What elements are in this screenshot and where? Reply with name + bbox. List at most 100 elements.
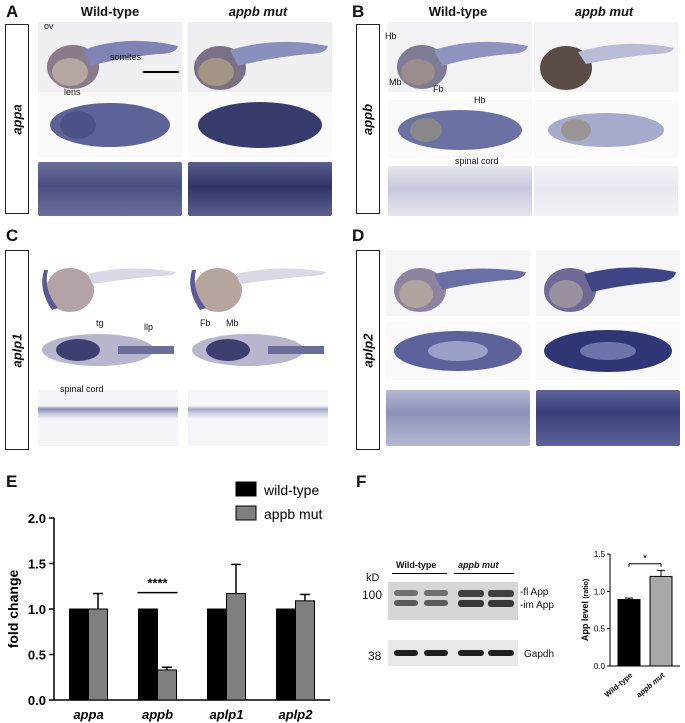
- annotation-lens: lens: [64, 87, 81, 97]
- panel-a-gene-label: appa: [9, 103, 25, 135]
- annotation-tg: tg: [96, 318, 104, 328]
- panel-c-wt-trunk-image: [38, 390, 178, 446]
- panel-b-wt-dorsal-image: [388, 100, 532, 158]
- f-y-axis-label-sub: (ratio): [583, 579, 590, 599]
- panel-d-wt-trunk-image: [386, 390, 530, 446]
- e-legend-label: appb mut: [264, 506, 322, 522]
- annotation-mb-c: Mb: [226, 318, 239, 328]
- panel-d-gene-label: aplp2: [360, 333, 376, 367]
- panel-f-label: F: [356, 472, 367, 491]
- annotation-llp: llp: [144, 322, 154, 332]
- panel-a-gene-box: appa: [5, 24, 29, 214]
- e-x-tick-label: appa: [73, 707, 103, 722]
- e-legend-label: wild-type: [263, 482, 319, 498]
- panel-a-wt-trunk-image: [38, 162, 182, 216]
- e-x-tick-label: aplp1: [210, 707, 244, 722]
- panel-c-gene-box: aplp1: [5, 250, 29, 450]
- f-x-tick-label: Wild-type: [603, 671, 635, 700]
- panel-b-mut-trunk-image: [534, 166, 678, 216]
- panel-b-header-mutant: appb mut: [574, 4, 634, 19]
- e-bar: [226, 593, 246, 701]
- panel-b-gene-box: appb: [356, 24, 380, 214]
- f-bar: [617, 599, 641, 667]
- panel-d-wt-lateral-image: [386, 250, 530, 316]
- e-y-axis-label: fold change: [5, 570, 21, 649]
- f-y-tick-label: 0.0: [594, 662, 606, 671]
- panel-a-wt-lateral-image: [38, 22, 182, 92]
- panel-c-label: C: [6, 226, 19, 245]
- panel-c-mut-trunk-image: [188, 390, 328, 446]
- panel-d-label: D: [352, 226, 365, 245]
- f-bar: [649, 575, 673, 667]
- blot-gapdh-membrane: [388, 640, 518, 666]
- panel-c-wt-dorsal-image: [38, 322, 178, 376]
- e-bar: [295, 600, 315, 701]
- f-significance-label: *: [643, 554, 647, 565]
- e-y-tick-label: 1.0: [28, 602, 46, 617]
- panel-b-gene-label: appb: [360, 103, 376, 135]
- e-bar: [88, 608, 108, 701]
- panel-a-label: A: [6, 2, 19, 21]
- panel-b-mut-lateral-image: [534, 22, 678, 92]
- e-bar: [276, 608, 296, 701]
- panel-b-wt-trunk-image: [388, 166, 532, 216]
- annotation-mb: Mb: [389, 77, 402, 87]
- e-bar: [207, 608, 227, 701]
- e-y-tick-label: 1.5: [28, 557, 46, 572]
- panel-c-gene-label: aplp1: [9, 333, 25, 367]
- panel-b-wt-lateral-image: [388, 22, 532, 92]
- panel-d-mut-trunk-image: [536, 390, 680, 446]
- annotation-spinal-cord-b: spinal cord: [455, 156, 499, 166]
- blot-marker-100: 100: [362, 588, 383, 602]
- e-y-tick-label: 0.0: [28, 693, 46, 708]
- panel-d-mut-dorsal-image: [536, 322, 680, 380]
- blot-bracket-mutant: [454, 573, 514, 574]
- f-y-tick-label: 1.5: [594, 550, 606, 559]
- e-bar: [157, 669, 177, 701]
- e-bar: [69, 608, 89, 701]
- annotation-ov: ov: [44, 21, 54, 31]
- f-y-tick-label: 0.5: [594, 625, 606, 634]
- panel-d-wt-dorsal-image: [386, 322, 530, 380]
- e-y-tick-label: 0.5: [28, 648, 46, 663]
- blot-marker-38: 38: [368, 649, 382, 663]
- panel-a-header-wildtype: Wild-type: [80, 4, 140, 19]
- panel-a-header-mutant: appb mut: [228, 4, 288, 19]
- annotation-somites: somites: [110, 52, 142, 62]
- annotation-hb-dorsal: Hb: [474, 95, 486, 105]
- blot-gapdh-label: Gapdh: [524, 649, 555, 660]
- panel-a-mut-dorsal-image: [188, 92, 332, 157]
- f-y-axis-label: App level (ratio): [580, 579, 590, 641]
- qpcr-bar-chart: 0.0 0.5 1.0 1.5 2.0 fold change appa appb aplp1 a…: [5, 481, 330, 722]
- panel-e-label: E: [6, 472, 18, 491]
- e-legend-swatch: [235, 505, 257, 521]
- panel-c-wt-lateral-image: [38, 250, 178, 316]
- blot-app-membrane: [388, 582, 518, 620]
- blot-bracket-wildtype: [392, 573, 447, 574]
- panel-b-header-wildtype: Wild-type: [428, 4, 488, 19]
- e-significance-label: ****: [147, 576, 168, 591]
- e-x-tick-label: appb: [142, 707, 173, 722]
- blot-group-wildtype: Wild-type: [396, 560, 437, 570]
- e-y-tick-label: 2.0: [28, 511, 46, 526]
- panel-a-mut-lateral-image: [188, 22, 332, 92]
- panel-b-mut-dorsal-image: [534, 100, 678, 158]
- app-level-bar-chart: 0.0 0.5 1.0 1.5 App level (ratio) Wild-type ap…: [580, 550, 680, 700]
- blot-fl-app-label: -fl App: [520, 587, 549, 598]
- f-y-axis-label-main: App level: [580, 599, 590, 642]
- panel-c-mut-dorsal-image: [188, 322, 328, 376]
- panel-a-wt-dorsal-image: [38, 92, 182, 157]
- panel-d-gene-box: aplp2: [356, 250, 380, 450]
- e-x-tick-label: aplp2: [279, 707, 314, 722]
- e-bar: [138, 608, 158, 701]
- western-blot: Wild-type appb mut kD 100 38 -fl App -im…: [362, 560, 676, 680]
- f-y-tick-label: 1.0: [594, 587, 606, 596]
- annotation-fb-c: Fb: [200, 318, 211, 328]
- panel-a-mut-trunk-image: [188, 162, 332, 216]
- scale-bar: [143, 71, 179, 73]
- blot-group-mutant: appb mut: [458, 560, 499, 570]
- panel-c-mut-lateral-image: [188, 250, 328, 316]
- annotation-fb: Fb: [433, 84, 444, 94]
- f-x-tick-label: appb mut: [635, 670, 667, 699]
- blot-im-app-label: -im App: [520, 600, 554, 611]
